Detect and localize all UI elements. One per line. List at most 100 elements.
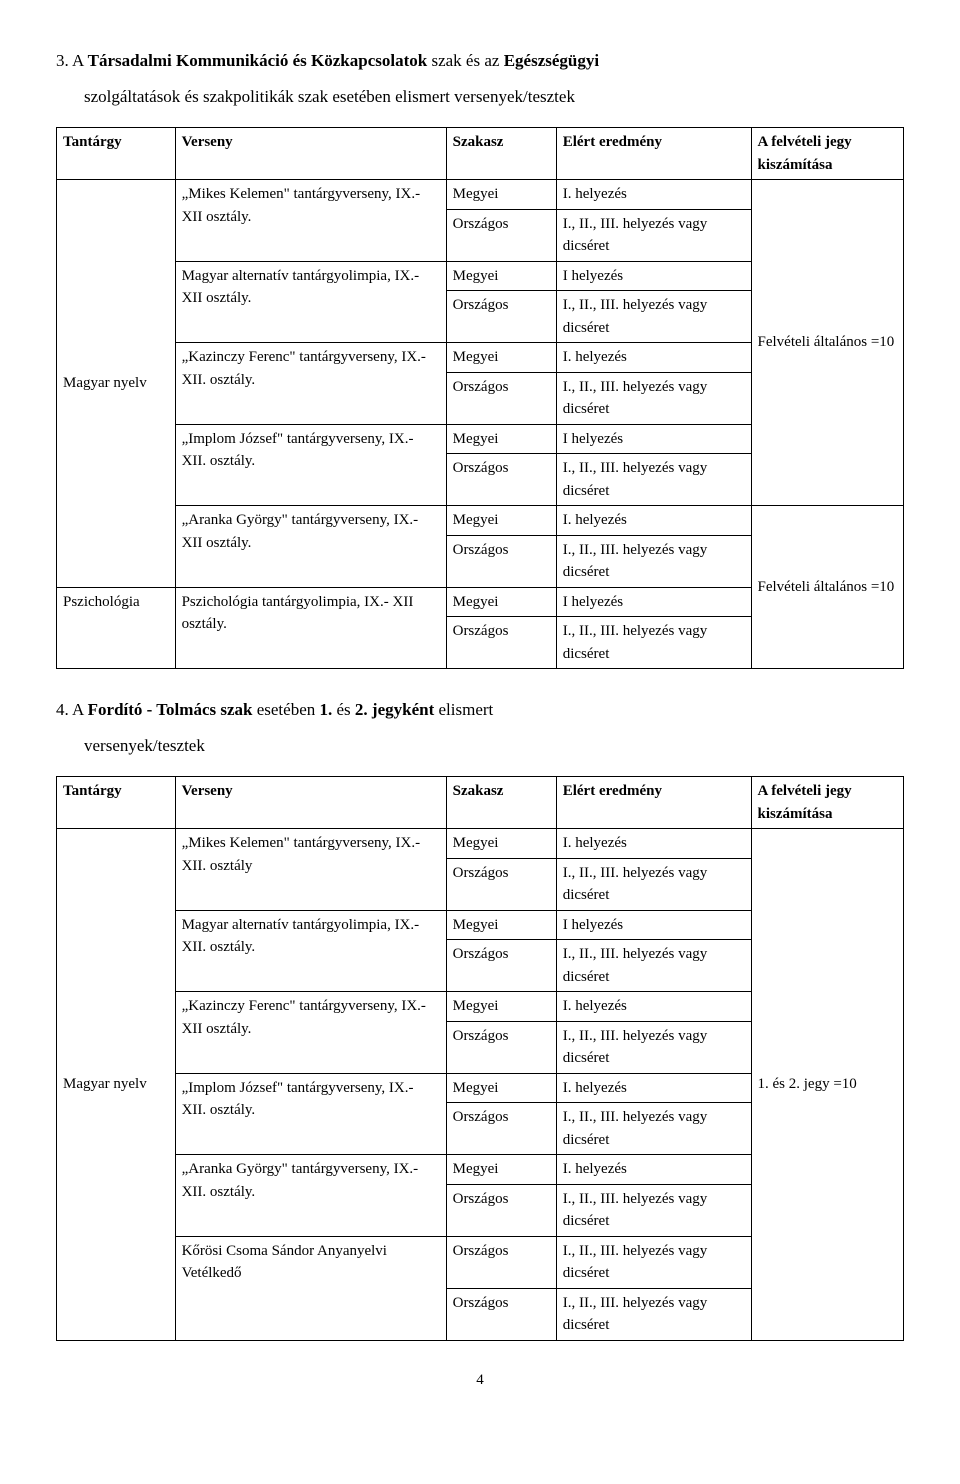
s3-bold1: Társadalmi Kommunikáció és Közkapcsolato… [88,51,428,70]
s4-rest3: elismert [434,700,493,719]
cell-result: I. helyezés [556,506,751,536]
th-calc: A felvételi jegy kiszámítása [751,128,903,180]
cell-subject-psychology: Pszichológia [57,587,176,669]
th-subject: Tantárgy [57,777,176,829]
cell-contest: Magyar alternatív tantárgyolimpia, IX.- … [175,910,446,992]
cell-stage: Országos [446,372,556,424]
cell-result: I helyezés [556,424,751,454]
cell-result: I. helyezés [556,1073,751,1103]
cell-stage: Megyei [446,1073,556,1103]
s3-bold2: Egészségügyi [504,51,599,70]
s4-lead: 4. A [56,700,88,719]
cell-stage: Megyei [446,424,556,454]
cell-stage: Országos [446,454,556,506]
cell-result: I. helyezés [556,992,751,1022]
cell-stage: Országos [446,858,556,910]
cell-result: I., II., III. helyezés vagy dicséret [556,1103,751,1155]
cell-stage: Országos [446,1103,556,1155]
s4-rest1: esetében [252,700,319,719]
th-stage: Szakasz [446,128,556,180]
page-number: 4 [56,1369,904,1392]
th-contest: Verseny [175,128,446,180]
s3-indent-rest: szak esetében elismert versenyek/tesztek [294,87,575,106]
cell-result: I helyezés [556,261,751,291]
cell-result: I. helyezés [556,1155,751,1185]
cell-calc: Felvételi általános =10 [751,180,903,506]
table-header-row: Tantárgy Verseny Szakasz Elért eredmény … [57,777,904,829]
cell-contest: „Implom József" tantárgyverseny, IX.- XI… [175,1073,446,1155]
cell-result: I., II., III. helyezés vagy dicséret [556,1288,751,1340]
cell-calc: 1. és 2. jegy =10 [751,829,903,1341]
cell-stage: Országos [446,1021,556,1073]
cell-stage: Országos [446,1288,556,1340]
table-row: Magyar nyelv „Mikes Kelemen" tantárgyver… [57,180,904,210]
s3-indent-bold: szolgáltatások és szakpolitikák [84,87,294,106]
section-4-heading-line2: versenyek/tesztek [84,733,904,759]
th-contest: Verseny [175,777,446,829]
cell-result: I. helyezés [556,180,751,210]
cell-result: I. helyezés [556,829,751,859]
cell-stage: Országos [446,535,556,587]
cell-contest: Magyar alternatív tantárgyolimpia, IX.- … [175,261,446,343]
cell-stage: Megyei [446,180,556,210]
cell-result: I., II., III. helyezés vagy dicséret [556,1184,751,1236]
cell-stage: Megyei [446,261,556,291]
cell-result: I., II., III. helyezés vagy dicséret [556,1021,751,1073]
cell-result: I., II., III. helyezés vagy dicséret [556,209,751,261]
th-result: Elért eredmény [556,777,751,829]
section-4-heading: 4. A Fordító - Tolmács szak esetében 1. … [56,697,904,723]
th-calc: A felvételi jegy kiszámítása [751,777,903,829]
s4-bold1: Fordító - Tolmács szak [88,700,253,719]
cell-stage: Megyei [446,343,556,373]
cell-stage: Országos [446,617,556,669]
s4-bold3: 2. jegyként [355,700,434,719]
cell-subject-hungarian: Magyar nyelv [57,180,176,588]
cell-stage: Országos [446,1184,556,1236]
cell-contest: Pszichológia tantárgyolimpia, IX.- XII o… [175,587,446,669]
table-section-4: Tantárgy Verseny Szakasz Elért eredmény … [56,776,904,1341]
cell-contest: Kőrösi Csoma Sándor Anyanyelvi Vetélkedő [175,1236,446,1340]
cell-stage: Országos [446,291,556,343]
th-result: Elért eredmény [556,128,751,180]
s4-bold2: 1. [320,700,333,719]
cell-result: I., II., III. helyezés vagy dicséret [556,617,751,669]
table-row: „Aranka György" tantárgyverseny, IX.- XI… [57,506,904,536]
cell-stage: Megyei [446,1155,556,1185]
s3-lead: 3. A [56,51,88,70]
table-header-row: Tantárgy Verseny Szakasz Elért eredmény … [57,128,904,180]
cell-contest: „Kazinczy Ferenc" tantárgyverseny, IX.- … [175,992,446,1074]
cell-result: I., II., III. helyezés vagy dicséret [556,940,751,992]
cell-result: I., II., III. helyezés vagy dicséret [556,1236,751,1288]
cell-result: I., II., III. helyezés vagy dicséret [556,858,751,910]
section-3-heading-line2: szolgáltatások és szakpolitikák szak ese… [84,84,904,110]
cell-stage: Megyei [446,910,556,940]
cell-subject-hungarian: Magyar nyelv [57,829,176,1341]
cell-contest: „Mikes Kelemen" tantárgyverseny, IX.- XI… [175,180,446,262]
cell-contest: „Implom József" tantárgyverseny, IX.- XI… [175,424,446,506]
cell-stage: Megyei [446,992,556,1022]
cell-result: I helyezés [556,587,751,617]
table-section-3: Tantárgy Verseny Szakasz Elért eredmény … [56,127,904,669]
cell-contest: „Kazinczy Ferenc" tantárgyverseny, IX.- … [175,343,446,425]
cell-contest: „Mikes Kelemen" tantárgyverseny, IX.- XI… [175,829,446,911]
cell-contest: „Aranka György" tantárgyverseny, IX.- XI… [175,1155,446,1237]
section-3-heading: 3. A Társadalmi Kommunikáció és Közkapcs… [56,48,904,74]
cell-result: I helyezés [556,910,751,940]
cell-result: I. helyezés [556,343,751,373]
table-row: Magyar nyelv „Mikes Kelemen" tantárgyver… [57,829,904,859]
cell-result: I., II., III. helyezés vagy dicséret [556,454,751,506]
cell-result: I., II., III. helyezés vagy dicséret [556,535,751,587]
cell-stage: Országos [446,209,556,261]
cell-stage: Megyei [446,506,556,536]
s3-mid: szak és az [427,51,503,70]
s4-rest2: és [332,700,355,719]
cell-stage: Megyei [446,829,556,859]
cell-stage: Megyei [446,587,556,617]
cell-stage: Országos [446,1236,556,1288]
th-stage: Szakasz [446,777,556,829]
cell-contest: „Aranka György" tantárgyverseny, IX.- XI… [175,506,446,588]
th-subject: Tantárgy [57,128,176,180]
cell-calc: Felvételi általános =10 [751,506,903,669]
cell-stage: Országos [446,940,556,992]
cell-result: I., II., III. helyezés vagy dicséret [556,372,751,424]
